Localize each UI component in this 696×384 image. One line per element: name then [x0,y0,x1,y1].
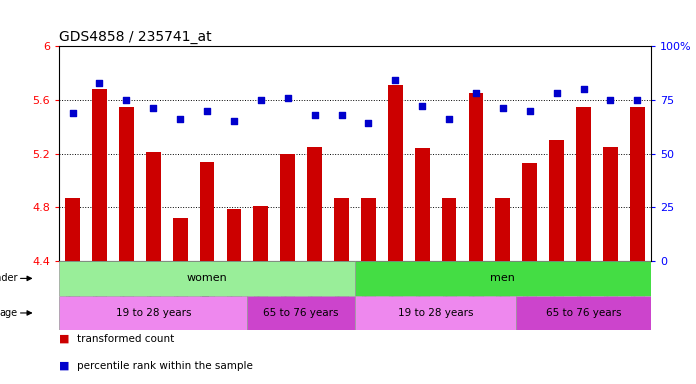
Text: age: age [0,308,17,318]
Bar [59,296,247,330]
Point [363,121,374,127]
Bar [253,206,268,261]
Bar [516,296,651,330]
Point [202,108,213,114]
Bar [247,296,355,330]
Point [605,97,616,103]
Bar [549,140,564,261]
Bar [65,198,80,261]
Point [470,90,482,96]
Text: 19 to 28 years: 19 to 28 years [116,308,191,318]
Bar [173,218,187,261]
Bar [415,148,429,261]
Point [255,97,267,103]
Text: transformed count: transformed count [77,334,174,344]
Bar [307,147,322,261]
Bar [355,296,516,330]
Text: GDS4858 / 235741_at: GDS4858 / 235741_at [59,30,212,44]
Point [175,116,186,122]
Point [443,116,454,122]
Point [390,78,401,84]
Bar [496,198,510,261]
Bar [200,162,214,261]
Bar [361,198,376,261]
Point [309,112,320,118]
Text: men: men [491,273,515,283]
Bar [576,107,591,261]
Point [148,105,159,111]
Text: 65 to 76 years: 65 to 76 years [546,308,622,318]
Point [282,94,293,101]
Bar [355,261,651,296]
Bar [146,152,161,261]
Bar [334,198,349,261]
Bar [119,107,134,261]
Bar [227,209,242,261]
Text: ■: ■ [59,361,70,371]
Bar [388,85,403,261]
Point [336,112,347,118]
Point [632,97,643,103]
Text: percentile rank within the sample: percentile rank within the sample [77,361,253,371]
Text: gender: gender [0,273,17,283]
Bar [523,163,537,261]
Bar [92,89,107,261]
Text: women: women [187,273,228,283]
Text: 65 to 76 years: 65 to 76 years [263,308,339,318]
Point [121,97,132,103]
Bar [280,154,295,261]
Bar [630,107,644,261]
Point [498,105,509,111]
Bar [603,147,618,261]
Point [551,90,562,96]
Bar [442,198,457,261]
Point [578,86,589,92]
Point [417,103,428,109]
Point [524,108,535,114]
Bar [59,261,355,296]
Point [67,110,78,116]
Point [228,118,239,124]
Text: ■: ■ [59,334,70,344]
Bar [468,93,483,261]
Point [94,79,105,86]
Text: 19 to 28 years: 19 to 28 years [398,308,473,318]
